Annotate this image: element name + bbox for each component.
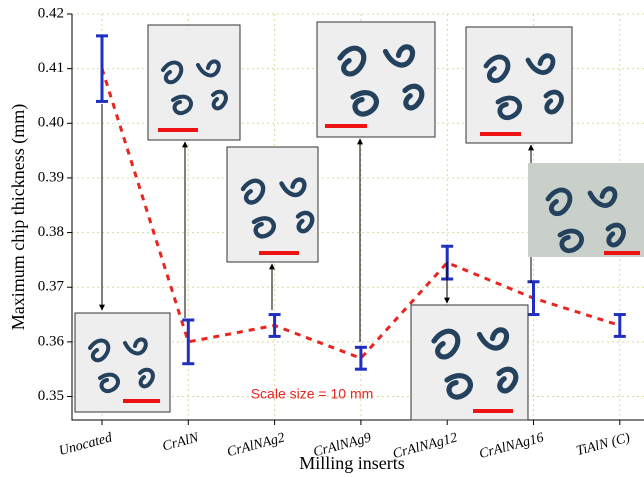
photo — [528, 163, 644, 257]
chart: 0.35 0.36 0.37 0.38 0.39 0.40 0.41 0.42 Unocated… — [0, 0, 644, 477]
y-tick-label: 0.41 — [38, 60, 64, 76]
error-bar — [355, 347, 367, 369]
error-bar — [528, 282, 540, 315]
photo — [466, 27, 572, 143]
photo — [411, 305, 528, 420]
photo — [317, 22, 435, 137]
photo — [227, 147, 318, 262]
y-tick-label: 0.42 — [38, 5, 64, 21]
x-tick-label: CrAlN — [161, 430, 201, 454]
y-tick-label: 0.36 — [38, 333, 65, 349]
error-bar — [614, 315, 626, 337]
x-tick-label: TiAlN (C) — [575, 430, 632, 459]
y-tick-label: 0.40 — [38, 115, 64, 131]
y-tick-label: 0.39 — [38, 169, 64, 185]
x-tick-label: Unocated — [57, 430, 114, 459]
y-tick-label: 0.38 — [38, 224, 64, 240]
photo — [75, 313, 170, 412]
y-tick-label: 0.37 — [38, 279, 65, 295]
y-tick-label: 0.35 — [38, 388, 64, 404]
x-tick-label: CrAlNAg16 — [478, 430, 546, 462]
x-axis-title: Milling inserts — [299, 453, 405, 473]
y-axis-title: Maximum chip thickness (mm) — [8, 104, 29, 330]
error-bar — [269, 315, 281, 337]
x-tick-label: CrAlNAg2 — [225, 430, 286, 460]
annotation: Scale size = 10 mm — [251, 386, 374, 402]
photo — [148, 25, 240, 140]
